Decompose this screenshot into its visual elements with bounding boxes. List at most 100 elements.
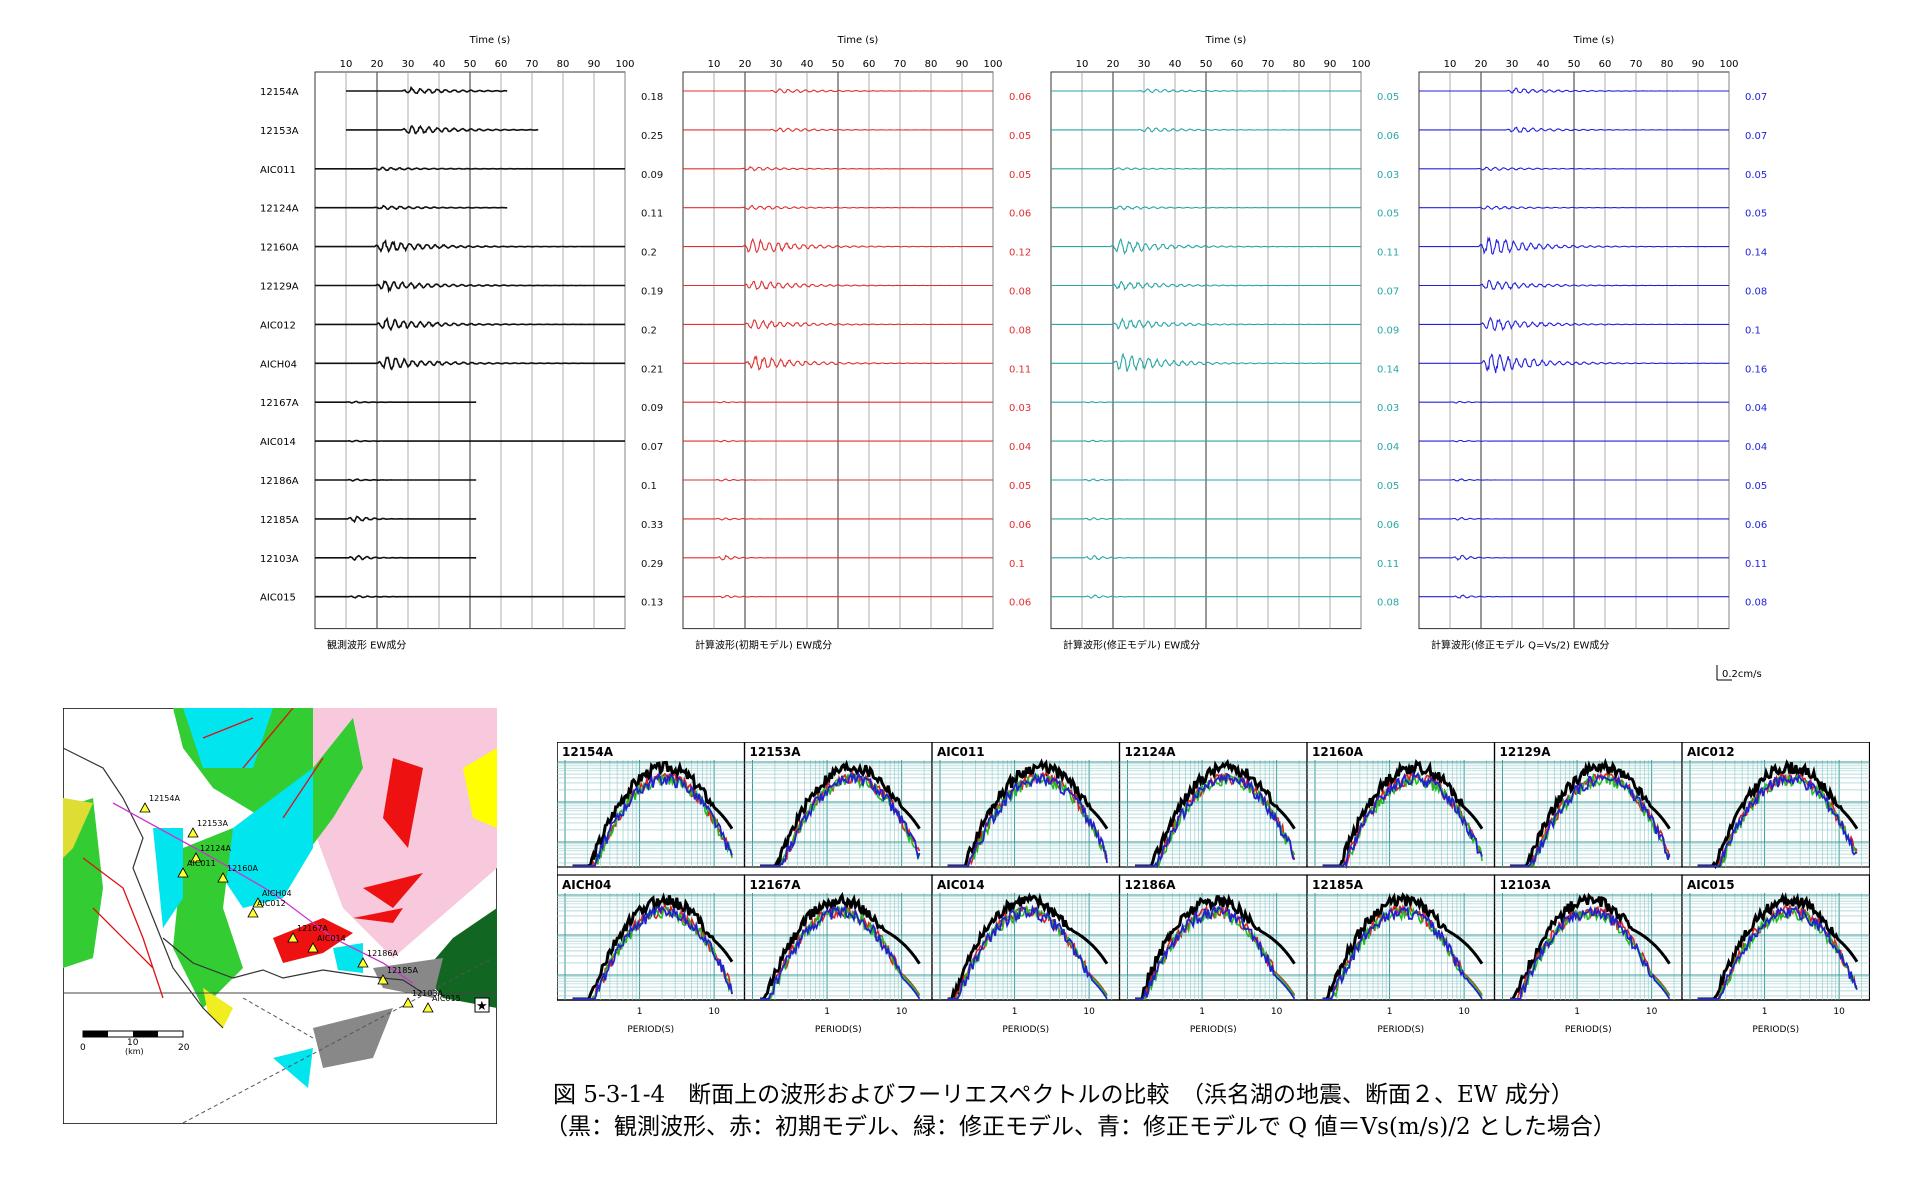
time-tick-label: 10 — [1444, 59, 1457, 70]
spectrum-curve — [1510, 774, 1671, 867]
spectrum-x-tick: 1 — [1387, 1007, 1393, 1017]
time-tick-label: 70 — [1630, 59, 1643, 70]
amplitude-label: 0.07 — [1745, 131, 1767, 142]
amplitude-label: 0.05 — [1377, 209, 1399, 220]
waveform-trace — [1051, 439, 1361, 443]
waveform-comparison-figure: Time (s) 10 20 30 40 50 60 70 80 90 100 12154A 0.18 1… — [260, 35, 1767, 681]
amplitude-label: 0.09 — [641, 403, 663, 414]
spectrum-station-label: 12103A — [1500, 878, 1552, 892]
map-station-label: AIC014 — [317, 934, 346, 943]
spectrum-station-label: 12129A — [1500, 745, 1552, 759]
spectrum-x-tick: 10 — [1083, 1007, 1095, 1017]
map-station-label: 12167A — [297, 924, 328, 933]
amplitude-label: 0.19 — [641, 287, 663, 298]
spectrum-curve — [1510, 905, 1671, 1000]
map-station-label: AICH04 — [262, 889, 292, 898]
waveform-panel-2: Time (s) 10 20 30 40 50 60 70 80 90 100 0.06 0.05 0.0… — [682, 35, 1031, 652]
time-tick-label: 80 — [925, 59, 938, 70]
spectrum-curve — [947, 892, 1109, 1001]
spectrum-cell-12160A: 12160A — [1306, 742, 1496, 870]
map-station-AIC011: AIC011 — [177, 859, 216, 878]
waveform-trace — [1051, 400, 1361, 404]
map-station-12185A: 12185A — [377, 966, 418, 985]
waveform-trace — [1419, 126, 1729, 133]
map-station-AICH04: AICH04 — [252, 889, 292, 908]
waveform-trace — [315, 400, 477, 404]
station-label: AIC015 — [260, 593, 296, 604]
amplitude-label: 0.21 — [641, 364, 663, 375]
waveform-trace — [315, 594, 625, 599]
waveform-trace — [1051, 517, 1361, 521]
time-tick-label: 60 — [495, 59, 508, 70]
amplitude-label: 0.2 — [641, 325, 657, 336]
station-label: 12154A — [260, 87, 299, 98]
waveform-trace — [315, 356, 625, 371]
waveform-trace — [1419, 554, 1729, 562]
waveform-trace — [1419, 594, 1729, 599]
waveform-trace — [1419, 316, 1729, 332]
map-station-12154A: 12154A — [139, 794, 180, 813]
time-tick-label: 20 — [1107, 59, 1120, 70]
waveform-panel-1: Time (s) 10 20 30 40 50 60 70 80 90 100 12154A 0.18 1… — [260, 35, 663, 652]
waveform-trace — [1051, 594, 1361, 599]
time-tick-label: 50 — [1568, 59, 1581, 70]
spectrum-cell-12167A: 12167A 1 10 PERIOD(S) — [743, 874, 933, 1035]
time-tick-label: 80 — [557, 59, 570, 70]
spectrum-curve — [572, 905, 733, 1000]
spectrum-x-tick: 10 — [1458, 1007, 1470, 1017]
figure-caption-line2: （黒：観測波形、赤：初期モデル、緑：修正モデル、青：修正モデルで Q 値＝Vs(… — [545, 1114, 1616, 1140]
spectrum-station-label: AIC012 — [1687, 745, 1735, 759]
station-label: 12153A — [260, 126, 299, 137]
spectrum-curve — [1322, 891, 1484, 1001]
map-station-label: AIC011 — [187, 859, 216, 868]
waveform-trace — [1051, 352, 1361, 372]
waveform-trace — [1051, 88, 1361, 94]
map-station-label: 12186A — [367, 949, 398, 958]
time-tick-label: 100 — [615, 59, 634, 70]
map-station-label: 12185A — [387, 966, 418, 975]
station-label: 12167A — [260, 398, 299, 409]
panel-label: 計算波形(修正モデル Q=Vs/2) EW成分 — [1431, 639, 1609, 652]
time-tick-label: 100 — [983, 59, 1002, 70]
waveform-trace — [1051, 126, 1361, 133]
time-tick-label: 30 — [1506, 59, 1519, 70]
waveform-trace — [683, 439, 993, 443]
amplitude-label: 0.05 — [1745, 481, 1767, 492]
spectrum-curve — [1697, 773, 1858, 867]
amplitude-label: 0.18 — [641, 92, 663, 103]
spectrum-cell-12153A: 12153A — [743, 742, 933, 868]
amplitude-label: 0.25 — [641, 131, 663, 142]
time-tick-label: 60 — [863, 59, 876, 70]
amplitude-label: 0.08 — [1009, 325, 1031, 336]
waveform-trace — [1419, 236, 1729, 255]
time-tick-label: 40 — [433, 59, 446, 70]
waveform-trace — [683, 166, 993, 172]
spectrum-cell-AIC012: AIC012 — [1681, 742, 1870, 870]
amplitude-label: 0.13 — [641, 598, 663, 609]
spectrum-station-label: AICH04 — [562, 878, 611, 892]
time-tick-label: 90 — [588, 59, 601, 70]
waveform-trace — [683, 88, 993, 94]
spectrum-x-tick: 1 — [637, 1007, 643, 1017]
waveform-trace — [1419, 166, 1729, 171]
amplitude-label: 0.06 — [1009, 92, 1031, 103]
waveform-trace — [683, 554, 993, 561]
map-station-12160A: 12160A — [217, 864, 258, 883]
spectrum-x-label: PERIOD(S) — [1377, 1025, 1424, 1035]
waveform-trace — [683, 280, 993, 291]
amplitude-label: 0.05 — [1009, 131, 1031, 142]
spectrum-curve — [1322, 770, 1483, 869]
panel-label: 計算波形(初期モデル) EW成分 — [695, 639, 832, 652]
amplitude-label: 0.1 — [641, 481, 657, 492]
spectrum-cell-AIC015: AIC015 1 10 PERIOD(S) — [1681, 874, 1870, 1035]
spectrum-x-tick: 10 — [896, 1007, 908, 1017]
map-station-label: AIC015 — [432, 994, 461, 1003]
epicenter-star-icon: ★ — [474, 997, 490, 1014]
amplitude-label: 0.16 — [1745, 364, 1767, 375]
figure-caption-line1: 図 5-3-1-4 断面上の波形およびフーリエスペクトルの比較 （浜名湖の地震、… — [553, 1082, 1574, 1108]
time-tick-label: 50 — [1200, 59, 1213, 70]
amplitude-label: 0.33 — [641, 520, 663, 531]
spectrum-x-label: PERIOD(S) — [1002, 1025, 1049, 1035]
waveform-trace — [315, 439, 625, 443]
time-tick-label: 80 — [1661, 59, 1674, 70]
